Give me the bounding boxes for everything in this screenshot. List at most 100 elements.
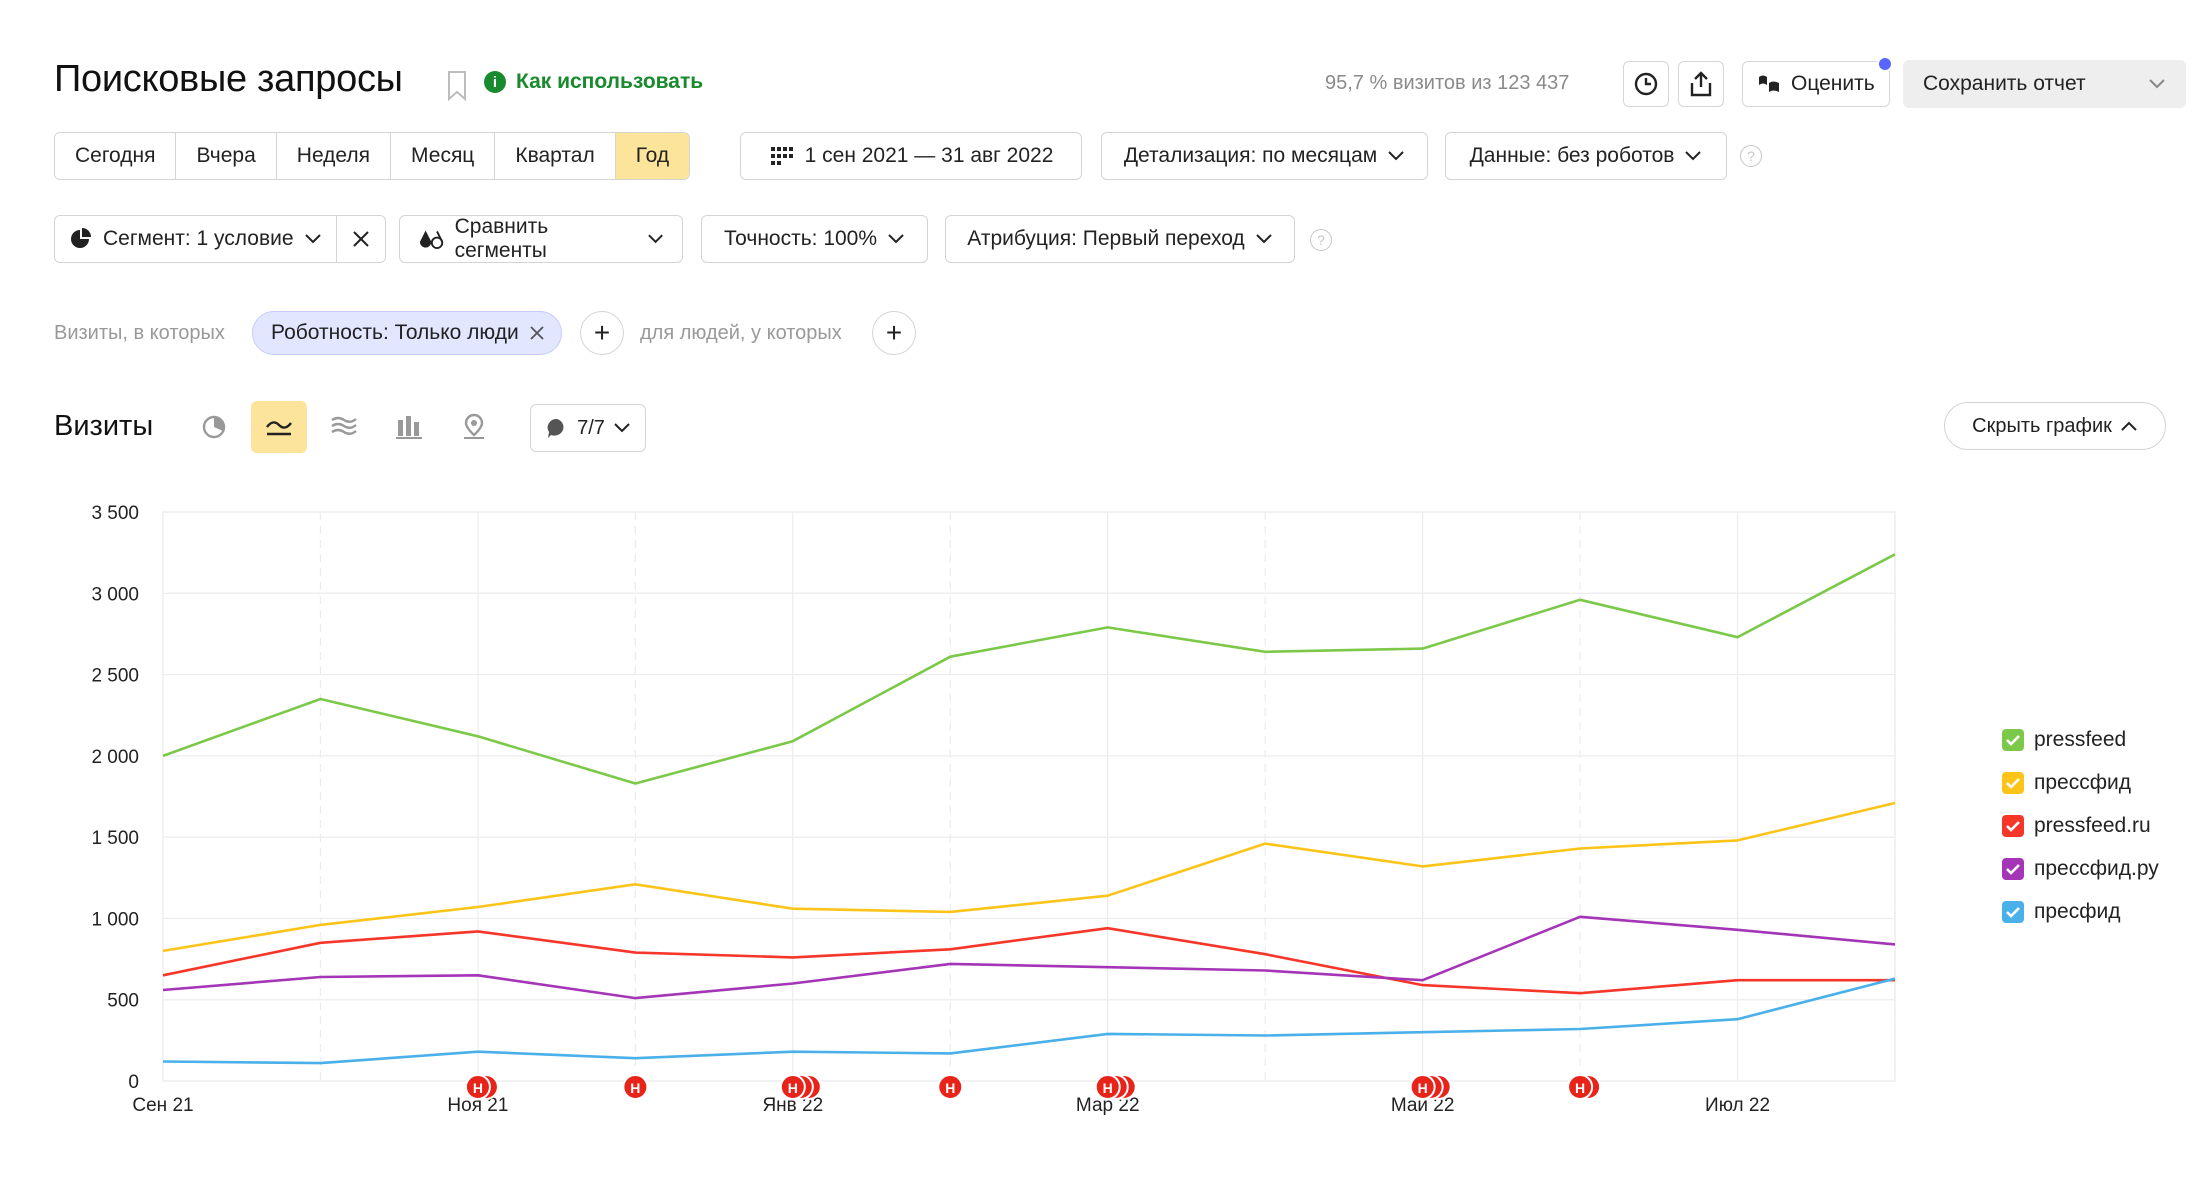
note-marker-circle [464, 1074, 491, 1100]
stacked-area-icon [331, 416, 357, 435]
x-axis-ticks: Сен 21 Ноя 21 Янв 22 Мар 22 Май 22 Июл 22 [132, 1095, 1770, 1116]
add-visit-condition-button[interactable]: + [580, 311, 624, 355]
legend-item-пресфид[interactable]: пресфид [2002, 890, 2159, 933]
how-to-use-label: Как использовать [516, 70, 704, 93]
info-icon: i [484, 71, 506, 93]
segment-dropdown[interactable]: Сегмент: 1 условие [55, 216, 337, 262]
chart-grid [162, 511, 1896, 1082]
robotness-filter-chip[interactable]: Робот­ность: Только люди [252, 311, 562, 355]
history-button[interactable] [1623, 61, 1669, 107]
compare-icon [419, 230, 444, 249]
legend-label: pressfeed.ru [2034, 813, 2151, 837]
note-marker-label: Н [630, 1080, 640, 1096]
x-tick-label: Июл 22 [1705, 1095, 1770, 1116]
notification-dot [1876, 56, 1893, 72]
line-chart-icon [266, 421, 292, 436]
tab-month[interactable]: Месяц [391, 133, 496, 179]
checkbox-checked-icon[interactable] [2002, 771, 2024, 794]
close-icon [352, 231, 369, 247]
checkbox-checked-icon[interactable] [2002, 814, 2024, 837]
chevron-down-icon [1685, 151, 1702, 161]
tab-week[interactable]: Неделя [276, 133, 392, 179]
how-to-use-link[interactable]: i Как использовать [484, 70, 703, 94]
data-dropdown[interactable]: Данные: без роботов [1445, 132, 1727, 180]
legend-item-pressfeed.ru[interactable]: pressfeed.ru [2002, 804, 2159, 847]
detail-label: Детализация: по месяцам [1123, 144, 1378, 167]
bookmark-icon[interactable] [446, 70, 468, 102]
rate-button[interactable]: Оценить [1742, 56, 1893, 107]
x-tick-label: Янв 22 [762, 1095, 823, 1116]
tab-quarter[interactable]: Квартал [495, 133, 616, 179]
note-marker-label: Н [1418, 1080, 1428, 1096]
export-button[interactable] [1678, 61, 1724, 107]
note-marker-circle [1094, 1074, 1121, 1100]
hide-chart-button[interactable]: Скрыть график [1944, 402, 2166, 450]
help-icon[interactable]: ? [1740, 145, 1762, 167]
save-report-label: Сохранить отчет [1923, 72, 2086, 95]
line-chart-type-button[interactable] [251, 401, 307, 453]
compare-label: Сравнить сегменты [454, 215, 549, 262]
legend-label: прессфид.ру [2034, 856, 2159, 880]
y-tick-label: 1 000 [91, 909, 139, 930]
visits-line-chart: 0 500 1 000 1 500 2 000 2 500 3 000 3 500 Сен 2… [91, 503, 1896, 1116]
checkbox-checked-icon[interactable] [2002, 728, 2024, 751]
data-label: Данные: без роботов [1469, 144, 1675, 167]
note-marker: Н [779, 1074, 822, 1100]
note-marker-label: Н [945, 1080, 955, 1096]
bar-chart-icon [396, 416, 422, 439]
close-icon[interactable] [529, 325, 545, 341]
hide-chart-label: Скрыть график [1972, 414, 2112, 437]
plot-border [162, 511, 1896, 1082]
bar-chart-type-button[interactable] [381, 401, 437, 453]
y-tick-label: 2 500 [91, 666, 139, 687]
note-marker-label: Н [1575, 1080, 1585, 1096]
tab-today[interactable]: Сегодня [55, 133, 177, 179]
checkbox-checked-icon[interactable] [2002, 857, 2024, 880]
legend-item-прессфид[interactable]: прессфид [2002, 761, 2159, 804]
y-tick-label: 3 500 [91, 503, 139, 524]
x-tick-label: Сен 21 [132, 1095, 193, 1116]
y-tick-label: 0 [128, 1072, 139, 1093]
series-line-пресфид [162, 977, 1896, 1065]
help-icon[interactable]: ? [1310, 229, 1332, 251]
checkbox-checked-icon[interactable] [2002, 900, 2024, 923]
date-range-label: 1 сен 2021 — 31 авг 2022 [804, 144, 1054, 167]
date-range-picker[interactable]: 1 сен 2021 — 31 авг 2022 [740, 132, 1082, 180]
area-chart-type-button[interactable] [316, 401, 372, 453]
comment-icon [547, 418, 564, 438]
note-marker-circle [1567, 1074, 1594, 1100]
chart-series [162, 553, 1896, 1065]
series-line-pressfeed.ru [162, 926, 1895, 995]
y-tick-label: 2 000 [91, 747, 139, 768]
clear-segment-button[interactable] [337, 216, 385, 262]
chevron-down-icon [304, 234, 321, 244]
accuracy-dropdown[interactable]: Точность: 100% [701, 215, 928, 263]
compare-segments-dropdown[interactable]: Сравнить сегменты [399, 215, 683, 263]
map-chart-type-button[interactable] [446, 401, 502, 453]
tab-year[interactable]: Год [615, 133, 690, 179]
note-marker: Н [622, 1074, 649, 1100]
detail-dropdown[interactable]: Детализация: по месяцам [1101, 132, 1428, 180]
y-tick-label: 3 000 [91, 584, 139, 605]
note-marker-circle [1409, 1074, 1436, 1100]
add-people-condition-button[interactable]: + [872, 311, 916, 355]
pie-chart-type-button[interactable] [186, 401, 242, 453]
chevron-up-icon [2121, 421, 2137, 431]
legend-label: пресфид [2034, 899, 2121, 923]
notes-dropdown[interactable]: 7/7 [530, 404, 646, 452]
note-marker-circle [937, 1074, 964, 1100]
save-report-button[interactable]: Сохранить отчет [1903, 60, 2186, 108]
chevron-down-icon [648, 234, 663, 244]
note-marker-label: Н [473, 1080, 483, 1096]
note-marker-circle [779, 1074, 806, 1100]
thumbs-icon [1759, 75, 1779, 92]
attribution-dropdown[interactable]: Атрибуция: Первый переход [945, 215, 1295, 263]
legend-item-прессфид.ру[interactable]: прессфид.ру [2002, 847, 2159, 890]
legend-item-pressfeed[interactable]: pressfeed [2002, 718, 2159, 761]
tab-yesterday[interactable]: Вчера [176, 133, 277, 179]
share-icon [1690, 71, 1712, 97]
note-marker: Н [1567, 1074, 1602, 1100]
legend-label: pressfeed [2034, 727, 2127, 751]
y-axis-ticks: 0 500 1 000 1 500 2 000 2 500 3 000 3 500 [91, 503, 139, 1093]
